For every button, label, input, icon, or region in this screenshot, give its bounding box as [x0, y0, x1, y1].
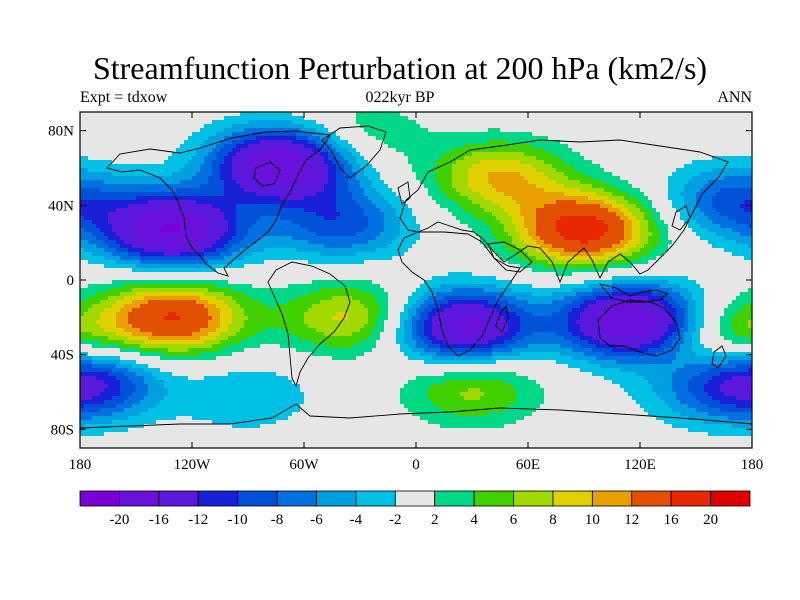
colorbar-swatch [316, 490, 357, 507]
colorbar-swatch [355, 490, 396, 507]
colorbar-swatch [513, 490, 554, 507]
lon-tick-label: 180 [741, 457, 764, 473]
colorbar-swatch [394, 490, 436, 507]
colorbar-label: 12 [624, 512, 639, 528]
colorbar-swatch [710, 490, 751, 507]
season-label: ANN [717, 89, 752, 106]
colorbar-swatch [79, 490, 120, 507]
experiment-label: Expt = tdxow [80, 89, 168, 106]
colorbar-swatch [591, 490, 633, 507]
colorbar-swatch [119, 490, 160, 507]
colorbar-label: -20 [109, 512, 129, 528]
colorbar-swatch [670, 490, 711, 507]
coastline-new-zealand [711, 345, 727, 369]
colorbar-label: -6 [310, 512, 323, 528]
lon-tick-label: 120W [174, 457, 212, 473]
coastlines [79, 125, 753, 429]
colorbar-label: 6 [510, 512, 518, 528]
coastline-british-isles [397, 181, 411, 205]
coastline-antarctica [79, 403, 753, 429]
coastline-madagascar [495, 304, 509, 333]
colorbar-label: -4 [350, 512, 363, 528]
lon-tick-label: 60W [289, 457, 319, 473]
coastline-africa [397, 231, 521, 357]
colorbar-swatch [473, 490, 514, 507]
colorbar-swatch [276, 490, 317, 507]
coastline-south-america [267, 261, 351, 388]
lon-tick-label: 180 [69, 457, 92, 473]
lat-tick-label: 40S [51, 348, 74, 364]
colorbar-swatch [158, 490, 199, 507]
coastline-greenland [321, 125, 387, 179]
colorbar-label: 10 [585, 512, 600, 528]
contour-field [80, 112, 752, 449]
plot-title: Streamfunction Perturbation at 200 hPa (… [92, 50, 708, 86]
longitude-axis: 180 120W 60W 0 60E 120E 180 [69, 112, 764, 473]
coastline-eurasia [399, 139, 729, 284]
coastline-arabia [487, 241, 533, 273]
lon-tick-label: 60E [516, 457, 540, 473]
colorbar-label: 20 [703, 512, 718, 528]
coastline-japan [671, 205, 691, 231]
colorbar: -20 -16 -12 -10 -8 -6 -4 -2 2 4 6 8 10 12 16 20 [79, 490, 751, 528]
colorbar-label: 2 [431, 512, 439, 528]
coastline-indonesia [598, 283, 669, 303]
colorbar-label: 4 [470, 512, 478, 528]
colorbar-label: 16 [664, 512, 680, 528]
lon-tick-label: 0 [412, 457, 420, 473]
colorbar-label: 8 [549, 512, 557, 528]
lat-tick-label: 80N [48, 124, 74, 140]
coastline-hudson-bay [253, 161, 281, 187]
colorbar-swatch [552, 490, 593, 507]
colorbar-swatch [237, 490, 278, 507]
colorbar-label: -8 [271, 512, 284, 528]
lat-tick-label: 80S [51, 422, 74, 438]
lon-tick-label: 120E [624, 457, 656, 473]
colorbar-label: -16 [149, 512, 169, 528]
colorbar-swatch [434, 490, 475, 507]
colorbar-label: -2 [389, 512, 402, 528]
colorbar-label: -12 [188, 512, 208, 528]
period-label: 022kyr BP [365, 89, 435, 106]
latitude-axis: 80N 40N 0 40S 80S [48, 124, 752, 438]
lat-tick-label: 40N [48, 198, 74, 214]
lat-tick-label: 0 [67, 273, 75, 289]
coastline-australia [597, 299, 681, 357]
colorbar-swatch [197, 490, 239, 507]
colorbar-swatch [631, 490, 672, 507]
colorbar-label: -10 [228, 512, 248, 528]
coastline-north-america [106, 130, 331, 277]
